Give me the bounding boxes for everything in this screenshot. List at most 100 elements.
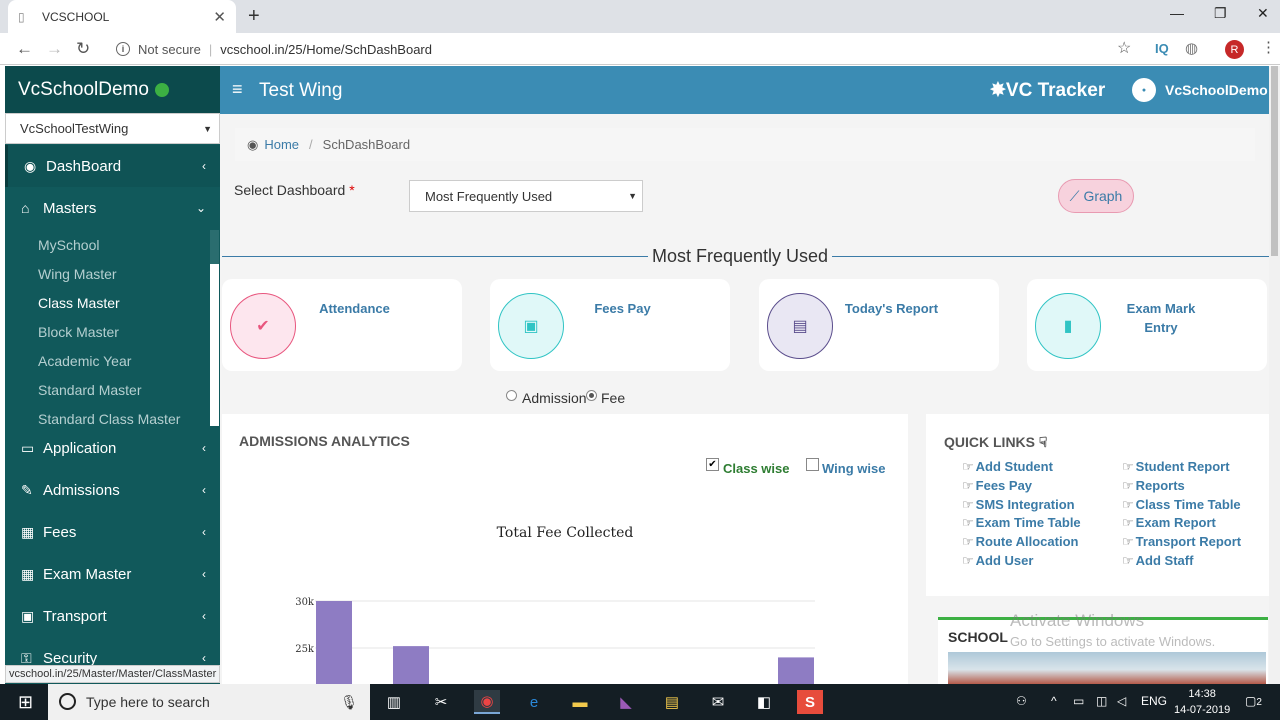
submenu-wing-master[interactable]: Wing Master (38, 266, 117, 282)
submenu-standard-master[interactable]: Standard Master (38, 382, 142, 398)
show-hidden-icons[interactable]: ^ (1051, 694, 1057, 708)
menu-label: Exam Master (43, 565, 132, 583)
menu-masters[interactable]: ⌂ Masters ⌄ (5, 187, 220, 229)
input-language[interactable]: ENG (1141, 694, 1168, 708)
submenu-class-master[interactable]: Class Master (38, 295, 120, 311)
page-scrollbar[interactable] (1269, 66, 1280, 684)
wing-wise-checkbox[interactable] (806, 458, 819, 471)
taskbar-search[interactable]: Type here to search 🎙 (48, 684, 370, 720)
network-icon[interactable]: ◫ (1096, 694, 1108, 708)
chevron-left-icon: ‹ (202, 567, 206, 581)
wing-select[interactable]: VcSchoolTestWing ▼ (5, 113, 220, 144)
submenu-scroll-thumb[interactable] (210, 230, 219, 264)
store-icon[interactable]: ◧ (756, 694, 772, 711)
volume-icon[interactable]: ◁ (1117, 694, 1127, 708)
quick-link-class-time-table[interactable]: ☞ Class Time Table (1122, 497, 1241, 513)
graph-button[interactable]: ⟋ Graph (1058, 179, 1134, 213)
quick-link-exam-time-table[interactable]: ☞ Exam Time Table (962, 515, 1081, 531)
omnibox[interactable]: i Not secure | vcschool.in/25/Home/SchDa… (108, 37, 1148, 61)
submenu-block-master[interactable]: Block Master (38, 324, 119, 340)
visual-studio-icon[interactable]: ◣ (620, 694, 632, 711)
hand-right-icon: ☞ (1122, 459, 1134, 474)
submenu-scrollbar[interactable] (210, 230, 219, 426)
page-scroll-thumb[interactable] (1271, 66, 1278, 256)
card-attendance[interactable]: ✔ Attendance (222, 279, 462, 371)
minimize-icon[interactable]: — (1170, 5, 1184, 21)
quick-link-add-staff[interactable]: ☞ Add Staff (1122, 553, 1193, 569)
radio-admission[interactable] (506, 390, 517, 401)
windows-start-icon[interactable]: ⊞ (18, 692, 34, 712)
menu-fees[interactable]: ▦ Fees ‹ (5, 511, 220, 553)
new-tab-icon[interactable]: + (248, 5, 260, 27)
quick-link-reports[interactable]: ☞ Reports (1122, 478, 1185, 494)
close-tab-icon[interactable]: ✕ (213, 8, 226, 26)
card-exam-mark-entry[interactable]: ▮ Exam Mark Entry (1027, 279, 1267, 371)
quick-link-label: Fees Pay (975, 478, 1033, 493)
menu-label: Masters (43, 199, 97, 217)
chart-bar[interactable] (316, 601, 352, 684)
vc-tracker-link[interactable]: ✸VC Tracker (990, 79, 1105, 102)
submenu-academic-year[interactable]: Academic Year (38, 353, 132, 369)
menu-application[interactable]: ▭ Application ‹ (5, 427, 220, 469)
info-icon[interactable]: i (116, 42, 130, 56)
menu-security[interactable]: ⚿ Security ‹ (5, 637, 220, 679)
quick-link-sms-integration[interactable]: ☞ SMS Integration (962, 497, 1075, 513)
card-todays-report[interactable]: ▤ Today's Report (759, 279, 999, 371)
lock-icon: ⚿ (21, 649, 32, 666)
quick-link-add-student[interactable]: ☞ Add Student (962, 459, 1053, 475)
menu-dashboard[interactable]: ◉ DashBoard ‹ (5, 145, 220, 187)
iq-extension-icon[interactable]: IQ (1155, 41, 1169, 56)
card-label: Today's Report (844, 301, 939, 316)
chart-bar[interactable] (778, 657, 814, 684)
quick-link-label: Add User (975, 553, 1034, 568)
quick-link-student-report[interactable]: ☞ Student Report (1122, 459, 1230, 475)
user-name[interactable]: VcSchoolDemo (1165, 82, 1268, 98)
file-explorer-icon[interactable]: ▬ (572, 693, 588, 711)
hamburger-menu-icon[interactable]: ≡ (232, 79, 243, 99)
submenu-standard-class-master[interactable]: Standard Class Master (38, 411, 181, 427)
chrome-icon[interactable]: ◉ (474, 690, 500, 714)
browser-tab[interactable]: ▯ VCSCHOOL ✕ (8, 0, 236, 33)
user-avatar[interactable]: ● (1132, 78, 1156, 102)
quick-link-fees-pay[interactable]: ☞ Fees Pay (962, 478, 1032, 494)
breadcrumb-home[interactable]: Home (264, 137, 300, 152)
close-window-icon[interactable]: ✕ (1257, 5, 1269, 21)
menu-transport[interactable]: ▣ Transport ‹ (5, 595, 220, 637)
quick-link-add-user[interactable]: ☞ Add User (962, 553, 1033, 569)
edge-icon[interactable]: e (529, 693, 539, 711)
maximize-icon[interactable]: ❐ (1214, 5, 1227, 21)
card-fees-pay[interactable]: ▣ Fees Pay (490, 279, 730, 371)
menu-admissions[interactable]: ✎ Admissions ‹ (5, 469, 220, 511)
quick-link-route-allocation[interactable]: ☞ Route Allocation (962, 534, 1078, 550)
select-dashboard-text: Select Dashboard (234, 182, 346, 198)
dashboard-select[interactable]: Most Frequently Used ▼ (409, 180, 643, 212)
people-icon[interactable]: ⚇ (1016, 694, 1027, 708)
profile-avatar[interactable]: R (1225, 40, 1244, 59)
taskbar-clock[interactable]: 14:38 14-07-2019 (1174, 686, 1230, 718)
snipping-tool-icon[interactable]: ✂ (434, 694, 448, 711)
back-icon[interactable]: ← (16, 39, 33, 58)
forward-icon[interactable]: → (46, 39, 63, 58)
battery-icon[interactable]: ▭ (1073, 694, 1085, 708)
menu-dots-icon[interactable]: ⋮ (1261, 39, 1276, 56)
submenu-myschool[interactable]: MySchool (38, 237, 100, 253)
quick-link-label: Exam Time Table (975, 515, 1081, 530)
tab-title: VCSCHOOL (42, 9, 110, 24)
microphone-icon[interactable]: 🎙 (340, 693, 358, 710)
radio-fee[interactable] (586, 390, 597, 401)
quick-link-transport-report[interactable]: ☞ Transport Report (1122, 534, 1241, 550)
bookmark-star-icon[interactable]: ☆ (1117, 40, 1132, 57)
url-text[interactable]: vcschool.in/25/Home/SchDashBoard (220, 41, 432, 57)
mail-icon[interactable]: ✉ (711, 694, 725, 711)
task-view-icon[interactable]: ▥ (386, 694, 402, 711)
extension-icon[interactable]: ◍ (1185, 40, 1199, 57)
menu-label: Security (43, 649, 98, 667)
notification-center-icon[interactable]: ▢2 (1245, 694, 1262, 708)
class-wise-checkbox[interactable]: ✔ (706, 458, 719, 471)
chart-bar[interactable] (393, 646, 429, 684)
sql-tool-icon[interactable]: ▤ (664, 694, 680, 711)
quick-link-exam-report[interactable]: ☞ Exam Report (1122, 515, 1216, 531)
menu-exam-master[interactable]: ▦ Exam Master ‹ (5, 553, 220, 595)
screen-recorder-icon[interactable]: S (797, 690, 823, 714)
reload-icon[interactable]: ↻ (76, 39, 91, 58)
